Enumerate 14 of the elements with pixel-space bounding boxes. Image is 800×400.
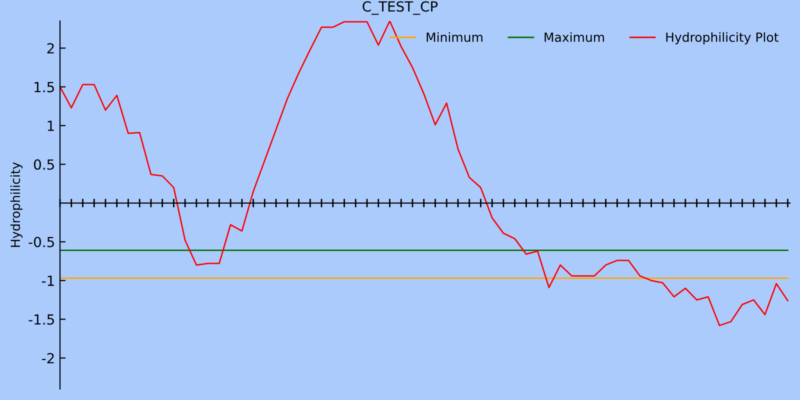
y-tick-label: -1.5	[28, 314, 54, 325]
chart-title: C_TEST_CP	[362, 1, 438, 15]
y-tick-label: 2	[47, 43, 54, 54]
y-tick-label: -0.5	[28, 236, 54, 248]
y-tick-label: 1.5	[34, 82, 54, 92]
legend-label: Maximum	[544, 32, 604, 42]
legend-label: Minimum	[426, 32, 482, 42]
y-tick-label: 0.5	[34, 159, 54, 170]
y-tick-label: 1	[48, 120, 54, 131]
y-axis-title: Hydrophilicity	[10, 162, 22, 247]
legend-label: Hydrophilicity Plot	[666, 32, 778, 44]
y-tick-label: -1	[42, 276, 54, 286]
y-tick-label: -2	[42, 352, 54, 364]
line-series	[60, 21, 788, 326]
